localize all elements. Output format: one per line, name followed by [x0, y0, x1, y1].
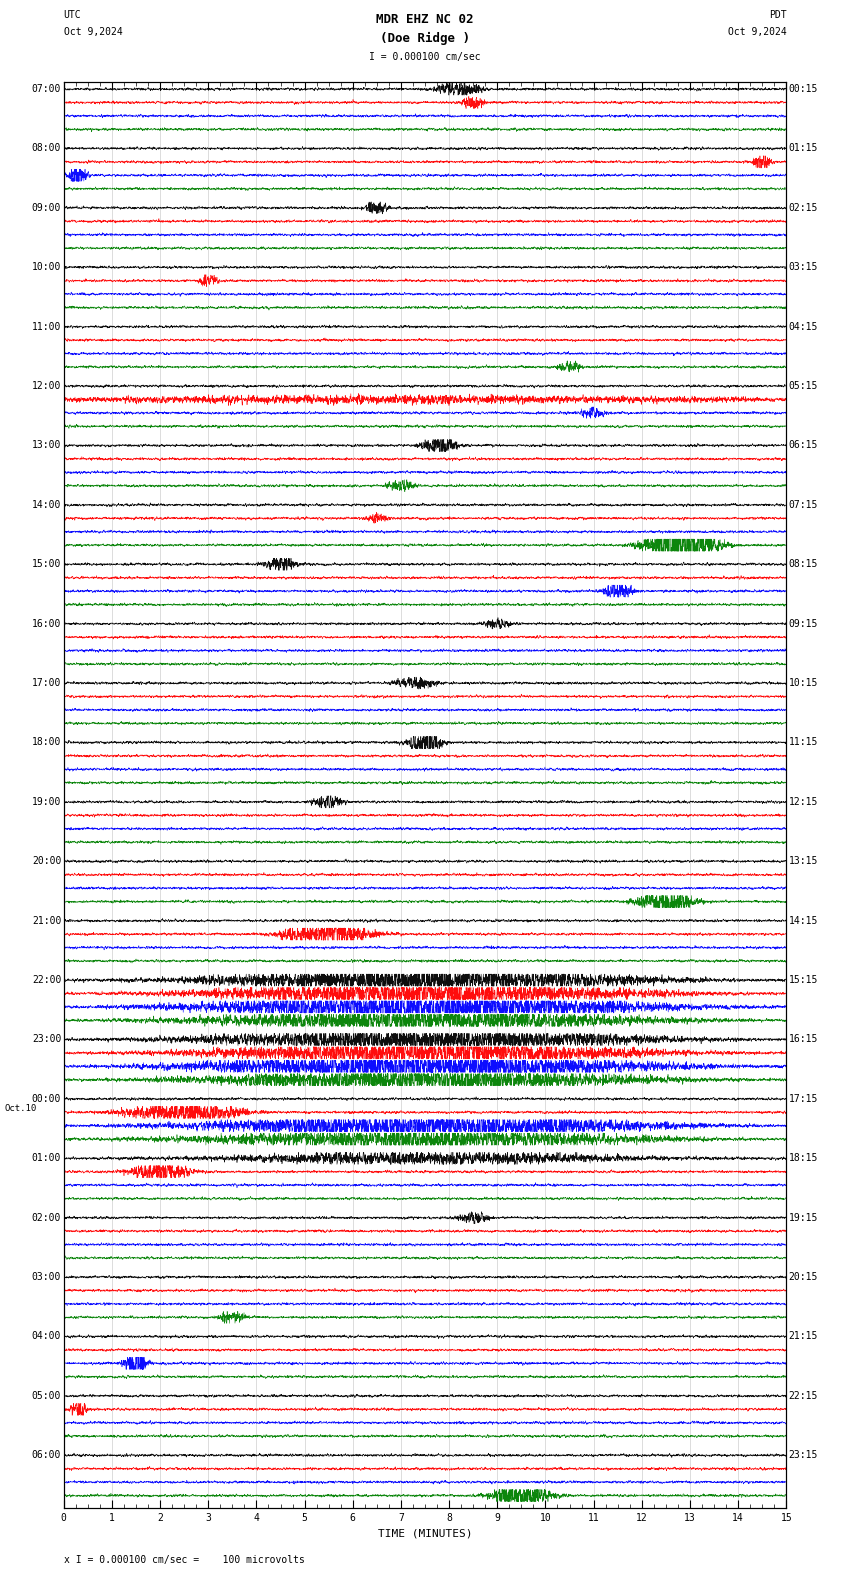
Text: 22:15: 22:15: [789, 1391, 819, 1400]
Text: 01:00: 01:00: [31, 1153, 61, 1163]
Text: 09:15: 09:15: [789, 619, 819, 629]
Text: (Doe Ridge ): (Doe Ridge ): [380, 32, 470, 44]
Text: 00:15: 00:15: [789, 84, 819, 93]
Text: 17:00: 17:00: [31, 678, 61, 687]
Text: 11:15: 11:15: [789, 738, 819, 748]
Text: Oct.10: Oct.10: [4, 1104, 37, 1114]
Text: 23:00: 23:00: [31, 1034, 61, 1044]
Text: 20:15: 20:15: [789, 1272, 819, 1281]
Text: 09:00: 09:00: [31, 203, 61, 212]
Text: 04:15: 04:15: [789, 322, 819, 331]
X-axis label: TIME (MINUTES): TIME (MINUTES): [377, 1529, 473, 1538]
Text: 16:00: 16:00: [31, 619, 61, 629]
Text: 02:15: 02:15: [789, 203, 819, 212]
Text: 06:15: 06:15: [789, 440, 819, 450]
Text: 02:00: 02:00: [31, 1213, 61, 1223]
Text: 06:00: 06:00: [31, 1451, 61, 1460]
Text: 14:00: 14:00: [31, 501, 61, 510]
Text: 14:15: 14:15: [789, 916, 819, 925]
Text: 08:00: 08:00: [31, 144, 61, 154]
Text: 08:15: 08:15: [789, 559, 819, 569]
Text: I = 0.000100 cm/sec: I = 0.000100 cm/sec: [369, 52, 481, 62]
Text: 11:00: 11:00: [31, 322, 61, 331]
Text: 03:15: 03:15: [789, 263, 819, 272]
Text: Oct 9,2024: Oct 9,2024: [64, 27, 122, 36]
Text: 20:00: 20:00: [31, 857, 61, 866]
Text: 00:00: 00:00: [31, 1095, 61, 1104]
Text: 17:15: 17:15: [789, 1095, 819, 1104]
Text: 15:00: 15:00: [31, 559, 61, 569]
Text: 23:15: 23:15: [789, 1451, 819, 1460]
Text: 16:15: 16:15: [789, 1034, 819, 1044]
Text: 03:00: 03:00: [31, 1272, 61, 1281]
Text: UTC: UTC: [64, 10, 82, 19]
Text: MDR EHZ NC 02: MDR EHZ NC 02: [377, 13, 473, 25]
Text: 10:00: 10:00: [31, 263, 61, 272]
Text: 07:15: 07:15: [789, 501, 819, 510]
Text: 18:00: 18:00: [31, 738, 61, 748]
Text: 13:15: 13:15: [789, 857, 819, 866]
Text: 21:00: 21:00: [31, 916, 61, 925]
Text: x I = 0.000100 cm/sec =    100 microvolts: x I = 0.000100 cm/sec = 100 microvolts: [64, 1555, 304, 1565]
Text: 19:15: 19:15: [789, 1213, 819, 1223]
Text: 19:00: 19:00: [31, 797, 61, 806]
Text: 05:15: 05:15: [789, 382, 819, 391]
Text: 01:15: 01:15: [789, 144, 819, 154]
Text: 04:00: 04:00: [31, 1332, 61, 1342]
Text: Oct 9,2024: Oct 9,2024: [728, 27, 786, 36]
Text: 12:00: 12:00: [31, 382, 61, 391]
Text: 05:00: 05:00: [31, 1391, 61, 1400]
Text: 15:15: 15:15: [789, 976, 819, 985]
Text: 07:00: 07:00: [31, 84, 61, 93]
Text: 18:15: 18:15: [789, 1153, 819, 1163]
Text: 13:00: 13:00: [31, 440, 61, 450]
Text: 22:00: 22:00: [31, 976, 61, 985]
Text: 10:15: 10:15: [789, 678, 819, 687]
Text: 12:15: 12:15: [789, 797, 819, 806]
Text: PDT: PDT: [768, 10, 786, 19]
Text: 21:15: 21:15: [789, 1332, 819, 1342]
